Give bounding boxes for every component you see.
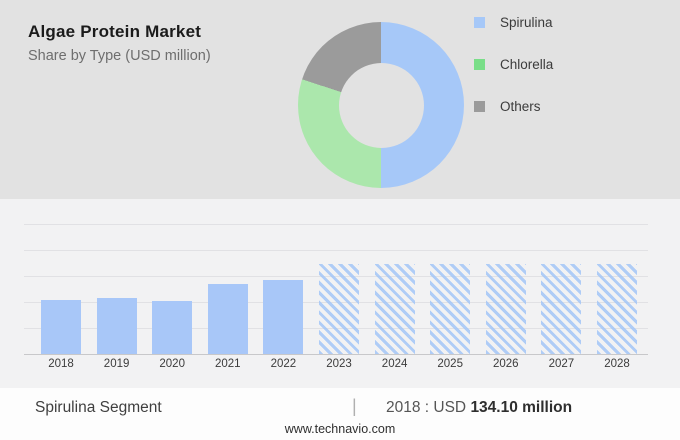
bar-2025 bbox=[430, 263, 471, 354]
legend-label: Others bbox=[500, 98, 541, 114]
legend-item-chlorella: Chlorella bbox=[474, 56, 554, 72]
page-subtitle: Share by Type (USD million) bbox=[28, 48, 211, 64]
x-axis-label-2018: 2018 bbox=[48, 358, 74, 370]
x-axis-label-2019: 2019 bbox=[103, 358, 130, 370]
bar-2024 bbox=[374, 263, 415, 354]
legend-label: Spirulina bbox=[500, 14, 553, 30]
x-axis-label-2026: 2026 bbox=[493, 358, 519, 370]
legend-item-spirulina: Spirulina bbox=[474, 14, 553, 30]
legend-item-others: Others bbox=[474, 98, 553, 114]
x-axis-label-2025: 2025 bbox=[437, 358, 463, 370]
x-axis-label-2021: 2021 bbox=[215, 358, 241, 370]
bar-2021 bbox=[207, 284, 248, 354]
page-title: Algae Protein Market bbox=[28, 22, 202, 41]
x-axis-label-2027: 2027 bbox=[548, 358, 575, 370]
bar-2023 bbox=[319, 263, 359, 354]
legend-label: Chlorella bbox=[500, 56, 554, 72]
segment-value: 2018 : USD 134.10 million bbox=[386, 399, 572, 417]
x-axis-label-2023: 2023 bbox=[326, 358, 352, 370]
bar-2022 bbox=[263, 279, 304, 354]
segment-value-amount: 134.10 million bbox=[470, 399, 573, 416]
bar-chart-section: 2018 2019 2020 2021 2022 2023 2024 2025 2026 2027… bbox=[0, 199, 680, 388]
donut-legend: Spirulina Chlorella Others bbox=[474, 14, 554, 142]
gridline bbox=[24, 224, 648, 225]
footer-section: Spirulina Segment | 2018 : USD 134.10 mi… bbox=[0, 388, 680, 440]
bar-2019 bbox=[96, 297, 137, 354]
website-link: www.technavio.com bbox=[284, 422, 396, 436]
donut-chart bbox=[298, 22, 464, 188]
bar-2028 bbox=[597, 263, 637, 354]
bar-2020 bbox=[152, 300, 193, 354]
legend-swatch bbox=[474, 16, 485, 28]
x-axis-label-2028: 2028 bbox=[604, 358, 630, 370]
bar-2026 bbox=[485, 263, 526, 354]
x-axis-label-2024: 2024 bbox=[381, 358, 408, 370]
x-axis-line bbox=[24, 354, 648, 355]
segment-label: Spirulina Segment bbox=[35, 399, 162, 416]
bar-2018 bbox=[41, 300, 81, 354]
legend-swatch bbox=[474, 100, 485, 112]
legend-swatch bbox=[474, 58, 485, 70]
x-axis-label-2020: 2020 bbox=[159, 358, 185, 370]
gridline bbox=[24, 250, 648, 251]
footer-divider: | bbox=[352, 396, 357, 416]
bar-2027 bbox=[541, 263, 582, 354]
segment-value-prefix: 2018 : USD bbox=[386, 399, 471, 416]
x-axis-label-2022: 2022 bbox=[270, 358, 297, 370]
donut-section: Algae Protein Market Share by Type (USD … bbox=[0, 0, 680, 199]
